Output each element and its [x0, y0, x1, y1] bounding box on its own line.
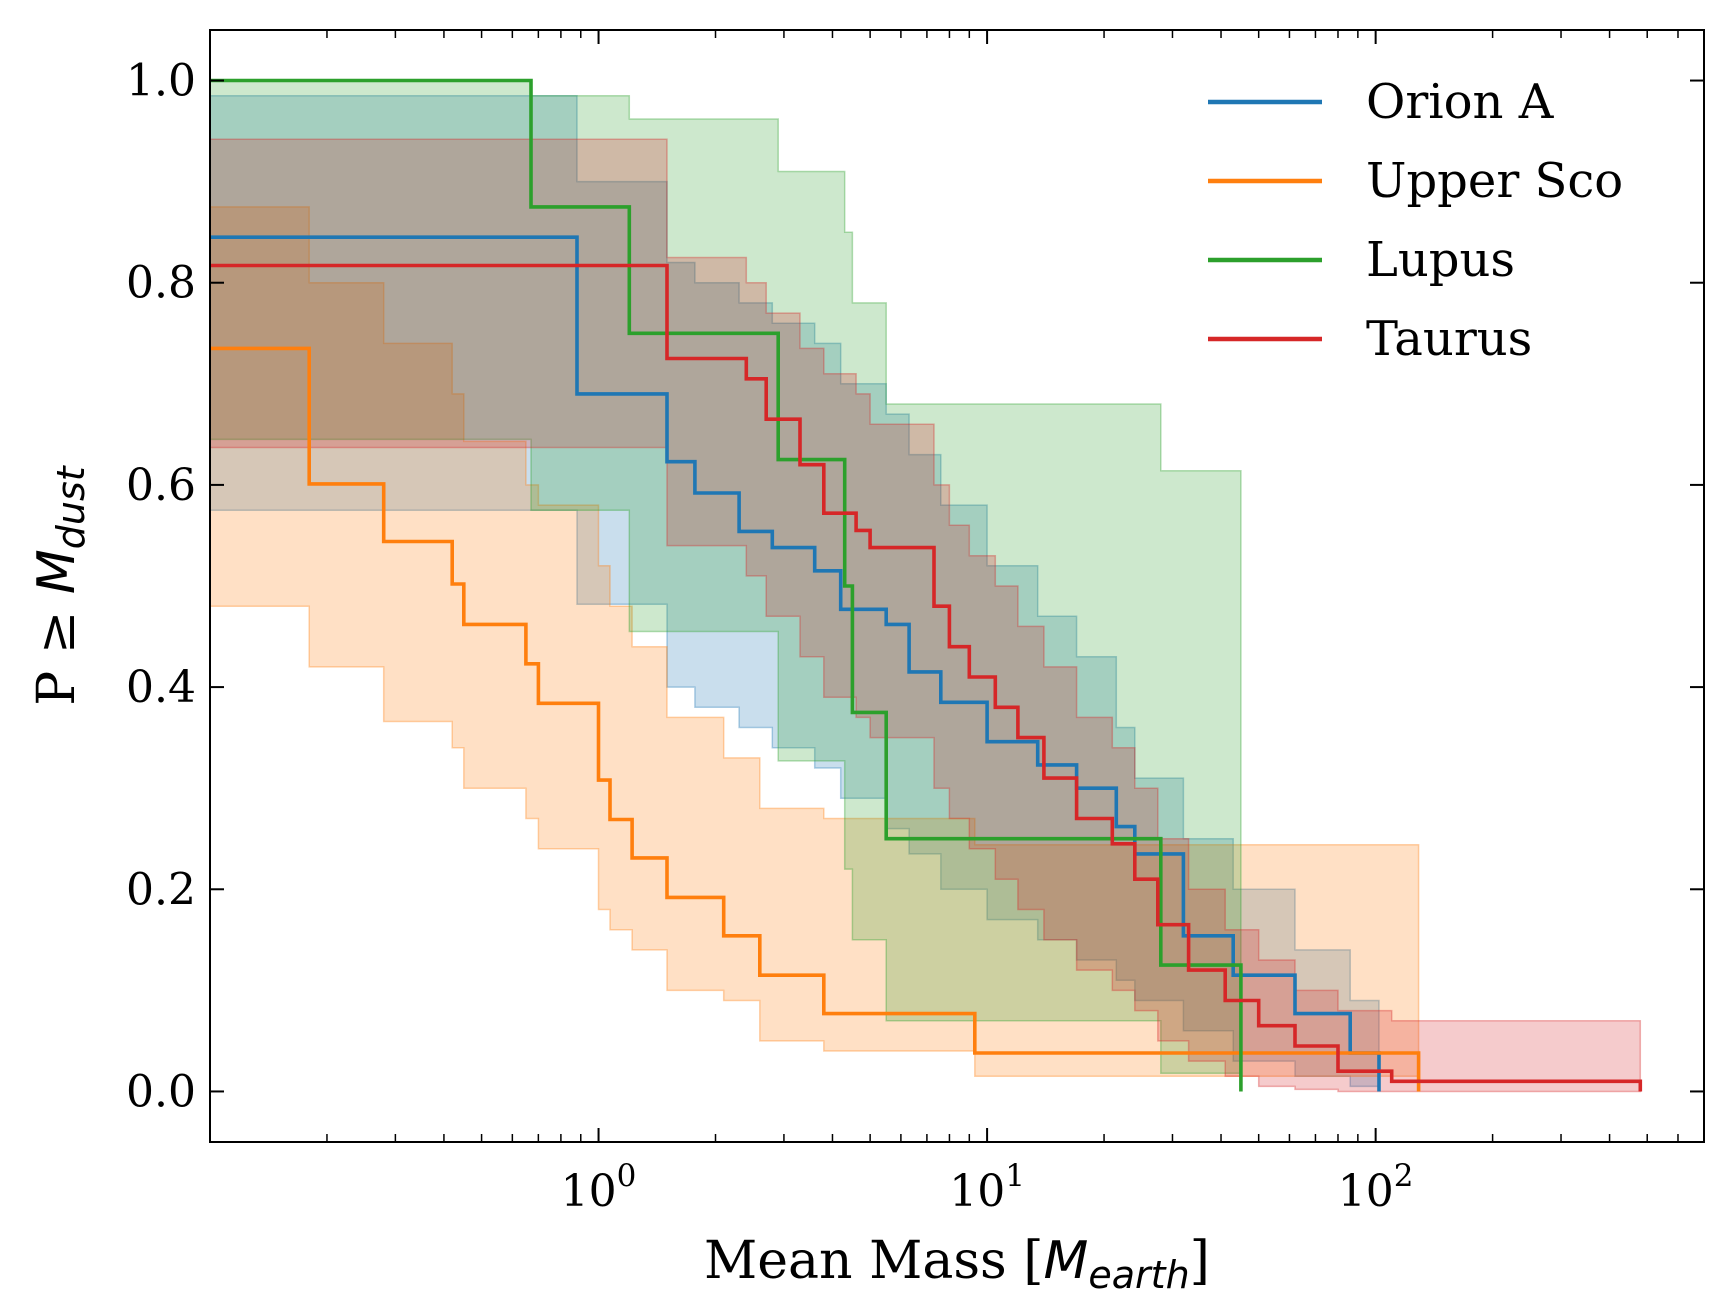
- line-lupus: [210, 78, 1243, 1092]
- y-tick-label: 0.4: [126, 662, 196, 713]
- plot-frame: [209, 29, 1705, 1143]
- x-tick-label: 102: [1338, 1158, 1414, 1217]
- legend-label-taurus: Taurus: [1366, 311, 1532, 367]
- y-tick-label: 0.2: [126, 864, 196, 915]
- band-taurus: [210, 138, 1642, 1093]
- legend-label-orion-a: Orion A: [1366, 74, 1555, 130]
- band-orion-a: [210, 94, 1380, 1092]
- line-upper-sco: [210, 346, 1421, 1092]
- legend-label-upper-sco: Upper Sco: [1366, 153, 1623, 209]
- x-tick-label: 100: [561, 1158, 637, 1217]
- y-tick-label: 1.0: [126, 56, 196, 107]
- survival-lines: [210, 78, 1643, 1092]
- x-tick-label: 101: [949, 1158, 1025, 1217]
- legend: Orion A Upper Sco Lupus Taurus: [1208, 74, 1623, 367]
- y-axis-label: P ≥ Mdust: [27, 464, 93, 706]
- y-tick-label: 0.0: [126, 1066, 196, 1117]
- tick-labels: 100 101 102 0.0 0.2 0.4 0.6 0.8 1.0: [126, 56, 1413, 1217]
- y-tick-label: 0.8: [126, 258, 196, 309]
- line-orion-a: [210, 235, 1381, 1092]
- y-tick-label: 0.6: [126, 460, 196, 511]
- line-taurus: [210, 263, 1643, 1092]
- legend-label-lupus: Lupus: [1366, 232, 1515, 288]
- x-axis-label: Mean Mass [Mearth]: [704, 1231, 1210, 1297]
